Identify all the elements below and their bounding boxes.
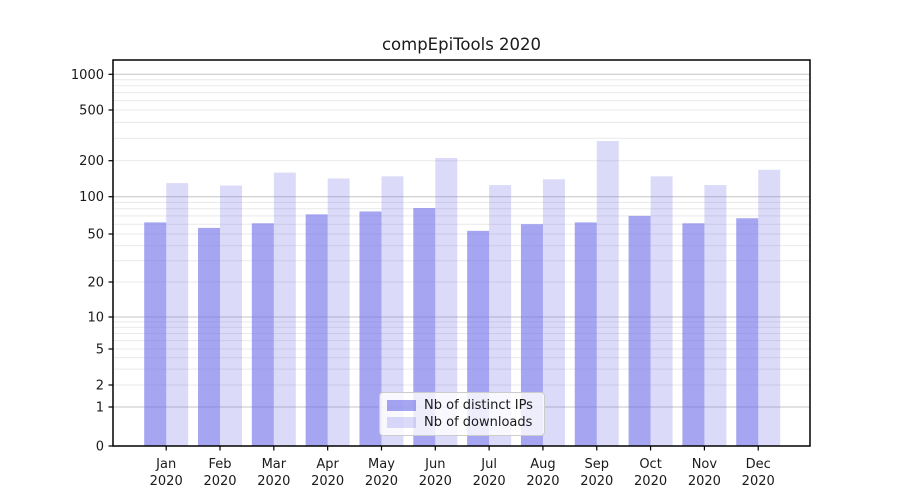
bar-oct-distinct-ips (628, 215, 651, 446)
y-tick-label: 200 (79, 154, 104, 169)
bar-may-distinct-ips (359, 211, 382, 446)
legend: Nb of distinct IPs Nb of downloads (379, 392, 545, 436)
bar-jan-downloads (166, 183, 189, 446)
x-tick-label-month: Nov (692, 457, 718, 472)
x-tick-label-month: Aug (530, 457, 555, 472)
legend-label-distinct-ips: Nb of distinct IPs (424, 398, 533, 413)
bar-mar-downloads (273, 172, 296, 446)
y-tick-label: 2 (96, 379, 104, 394)
tick-marks (108, 73, 759, 451)
legend-item-distinct-ips: Nb of distinct IPs (387, 398, 537, 413)
legend-item-downloads: Nb of downloads (387, 415, 537, 430)
x-tick-label-year: 2020 (419, 474, 452, 489)
x-tick-label-year: 2020 (580, 474, 613, 489)
bar-jul-downloads (489, 185, 512, 446)
y-tick-label: 1 (96, 401, 104, 416)
x-tick-label-year: 2020 (365, 474, 398, 489)
bar-sep-downloads (596, 141, 619, 447)
plot-frame (112, 59, 811, 447)
x-tick-label-year: 2020 (257, 474, 290, 489)
bar-jun-distinct-ips (413, 208, 436, 446)
y-tick-label: 10 (87, 311, 104, 326)
tick-labels: 0 1 2 5 10 20 50 100 200 500 1000 Jan 2020 Feb 2020 Mar… (71, 68, 775, 489)
y-tick-label: 20 (87, 276, 104, 291)
y-tick-label: 5 (96, 343, 104, 358)
x-tick-label-year: 2020 (526, 474, 559, 489)
bar-feb-downloads (220, 185, 243, 446)
x-tick-label-month: Mar (262, 457, 287, 472)
bar-aug-downloads (542, 179, 565, 446)
x-tick-label-year: 2020 (311, 474, 344, 489)
x-tick-label-month: Jan (155, 457, 176, 472)
x-tick-label-month: Jul (480, 457, 497, 472)
bar-sep-distinct-ips (574, 222, 597, 446)
x-tick-label-year: 2020 (150, 474, 183, 489)
bar-feb-distinct-ips (198, 227, 221, 446)
bar-nov-distinct-ips (682, 223, 705, 446)
bar-jun-downloads (435, 158, 458, 446)
x-tick-label-month: Dec (746, 457, 771, 472)
bar-may-downloads (381, 176, 404, 446)
bar-apr-downloads (327, 178, 350, 447)
x-tick-label-year: 2020 (688, 474, 721, 489)
bar-aug-distinct-ips (520, 224, 543, 446)
legend-swatch-distinct-ips (387, 400, 416, 411)
x-tick-label-year: 2020 (203, 474, 236, 489)
bar-apr-distinct-ips (305, 214, 328, 446)
x-tick-label-month: Oct (639, 457, 661, 472)
x-tick-label-year: 2020 (473, 474, 506, 489)
y-tick-label: 1000 (71, 68, 104, 83)
bar-jan-distinct-ips (144, 222, 167, 446)
legend-swatch-downloads (387, 417, 416, 428)
bar-dec-distinct-ips (736, 218, 759, 446)
chart-title: compEpiTools 2020 (381, 35, 542, 54)
bar-mar-distinct-ips (251, 223, 274, 446)
bar-nov-downloads (704, 185, 727, 446)
x-tick-label-month: Jun (424, 457, 445, 472)
x-tick-label-month: Feb (209, 457, 232, 472)
bar-dec-downloads (758, 169, 781, 446)
x-tick-label-month: May (368, 457, 395, 472)
x-tick-label-month: Sep (585, 457, 610, 472)
y-tick-label: 50 (87, 228, 104, 243)
x-tick-label-year: 2020 (634, 474, 667, 489)
x-tick-label-year: 2020 (742, 474, 775, 489)
legend-label-downloads: Nb of downloads (424, 415, 533, 430)
y-tick-label: 100 (79, 190, 104, 205)
x-tick-label-month: Apr (316, 457, 339, 472)
y-tick-label: 0 (96, 440, 104, 455)
series-downloads (166, 141, 781, 447)
bar-oct-downloads (650, 176, 673, 446)
y-tick-label: 500 (79, 104, 104, 119)
